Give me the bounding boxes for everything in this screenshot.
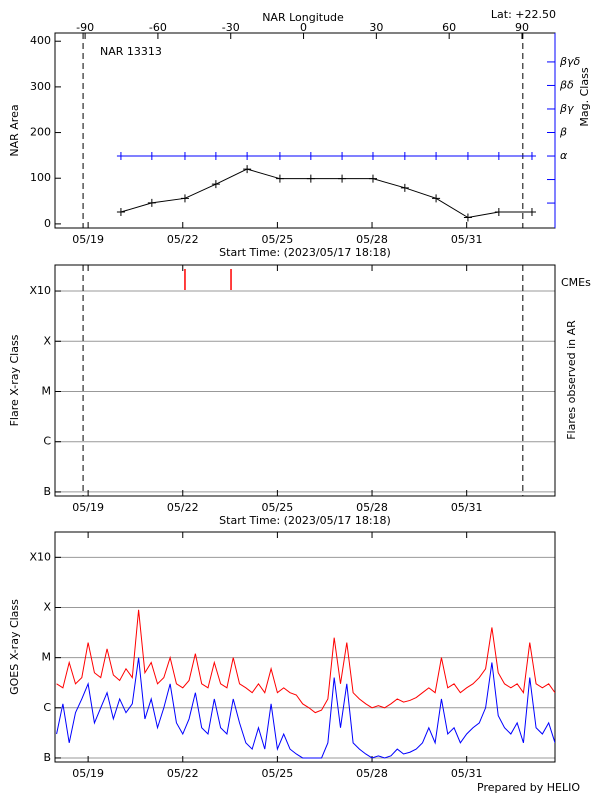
y-tick-label: M: [42, 384, 52, 397]
y-tick-label: C: [43, 435, 51, 448]
plot-frame: [54, 32, 556, 229]
plot-area: [184, 269, 232, 290]
y-axis-label: Flare X-ray Class: [8, 334, 21, 426]
point-marker: [243, 152, 252, 161]
point-marker: [275, 174, 284, 183]
point-marker: [368, 152, 377, 161]
point-marker: [432, 152, 441, 161]
point-marker: [180, 194, 189, 203]
y2-tick-label: βγ: [559, 102, 574, 115]
point-marker: [147, 152, 156, 161]
point-marker: [243, 165, 252, 174]
y2-tick-label: βγδ: [559, 55, 581, 68]
x2-tick-label: -90: [76, 21, 94, 34]
plot-frame: [54, 531, 556, 763]
plot-area: [116, 152, 536, 222]
y2-tick-label: β: [559, 125, 567, 138]
y-tick-label: M: [42, 651, 52, 664]
x-axis-label: Start Time: (2023/05/17 18:18): [219, 246, 391, 259]
plot-area: [56, 609, 555, 759]
y-tick-label: B: [43, 751, 51, 764]
x-tick-label: 05/19: [72, 501, 104, 514]
x-tick-label: 05/31: [451, 233, 483, 246]
y-tick-label: C: [43, 701, 51, 714]
x2-tick-label: -30: [222, 21, 240, 34]
point-marker: [463, 152, 472, 161]
y-tick-label: X: [43, 600, 51, 613]
point-marker: [180, 152, 189, 161]
point-marker: [116, 208, 125, 217]
y2-axis-label: Mag. Class: [578, 67, 591, 126]
point-marker: [147, 198, 156, 207]
point-marker: [306, 174, 315, 183]
point-marker: [338, 152, 347, 161]
y2-tick-label: α: [560, 149, 568, 162]
x-tick-label: 05/28: [356, 501, 388, 514]
x2-tick-label: 60: [442, 21, 456, 34]
point-marker: [211, 180, 220, 189]
y2-tick-label: βδ: [559, 78, 574, 91]
x2-tick-label: 30: [369, 21, 383, 34]
point-marker: [463, 213, 472, 222]
x-tick-label: 05/19: [72, 233, 104, 246]
x2-tick-label: 90: [515, 21, 529, 34]
x-tick-label: 05/22: [167, 767, 199, 780]
x-tick-label: 05/31: [451, 767, 483, 780]
x-axis-label: Start Time: (2023/05/17 18:18): [219, 514, 391, 527]
y-tick-label: 200: [30, 126, 51, 139]
y-tick-label: 0: [44, 217, 51, 230]
y-tick-label: X: [43, 334, 51, 347]
point-marker: [368, 174, 377, 183]
series-line: [56, 657, 555, 759]
y-tick-label: 100: [30, 171, 51, 184]
plot-frame: [54, 264, 556, 497]
x-tick-label: 05/28: [356, 767, 388, 780]
x-tick-label: 05/19: [72, 767, 104, 780]
point-marker: [494, 152, 503, 161]
series-line: [120, 168, 532, 219]
x-tick-label: 05/25: [262, 767, 294, 780]
y-axis-label: NAR Area: [8, 104, 21, 156]
y-tick-label: B: [43, 485, 51, 498]
x-tick-label: 05/25: [262, 501, 294, 514]
point-marker: [400, 152, 409, 161]
x2-axis-label: NAR Longitude: [262, 11, 344, 24]
x-tick-label: 05/28: [356, 233, 388, 246]
footer: Prepared by HELIO: [477, 781, 580, 794]
y-tick-label: X10: [29, 284, 51, 297]
point-marker: [338, 174, 347, 183]
point-marker: [527, 208, 536, 217]
point-marker: [494, 208, 503, 217]
point-marker: [306, 152, 315, 161]
latitude-annotation: Lat: +22.50: [491, 8, 556, 21]
point-marker: [432, 194, 441, 203]
point-marker: [275, 152, 284, 161]
event-legend: CMEs: [561, 276, 591, 289]
y-axis-label: GOES X-ray Class: [8, 599, 21, 695]
x-tick-label: 05/31: [451, 501, 483, 514]
series-line: [56, 609, 555, 714]
point-marker: [116, 152, 125, 161]
point-marker: [400, 183, 409, 192]
x2-tick-label: -60: [149, 21, 167, 34]
y-tick-label: X10: [29, 550, 51, 563]
x-tick-label: 05/22: [167, 501, 199, 514]
y2-axis-label: Flares observed in AR: [565, 320, 578, 440]
y-tick-label: 400: [30, 34, 51, 47]
y-tick-label: 300: [30, 80, 51, 93]
point-marker: [211, 152, 220, 161]
x-tick-label: 05/22: [167, 233, 199, 246]
chart-title: NAR 13313: [100, 45, 162, 58]
x2-tick-label: 0: [300, 21, 307, 34]
x-tick-label: 05/25: [262, 233, 294, 246]
point-marker: [527, 152, 536, 161]
